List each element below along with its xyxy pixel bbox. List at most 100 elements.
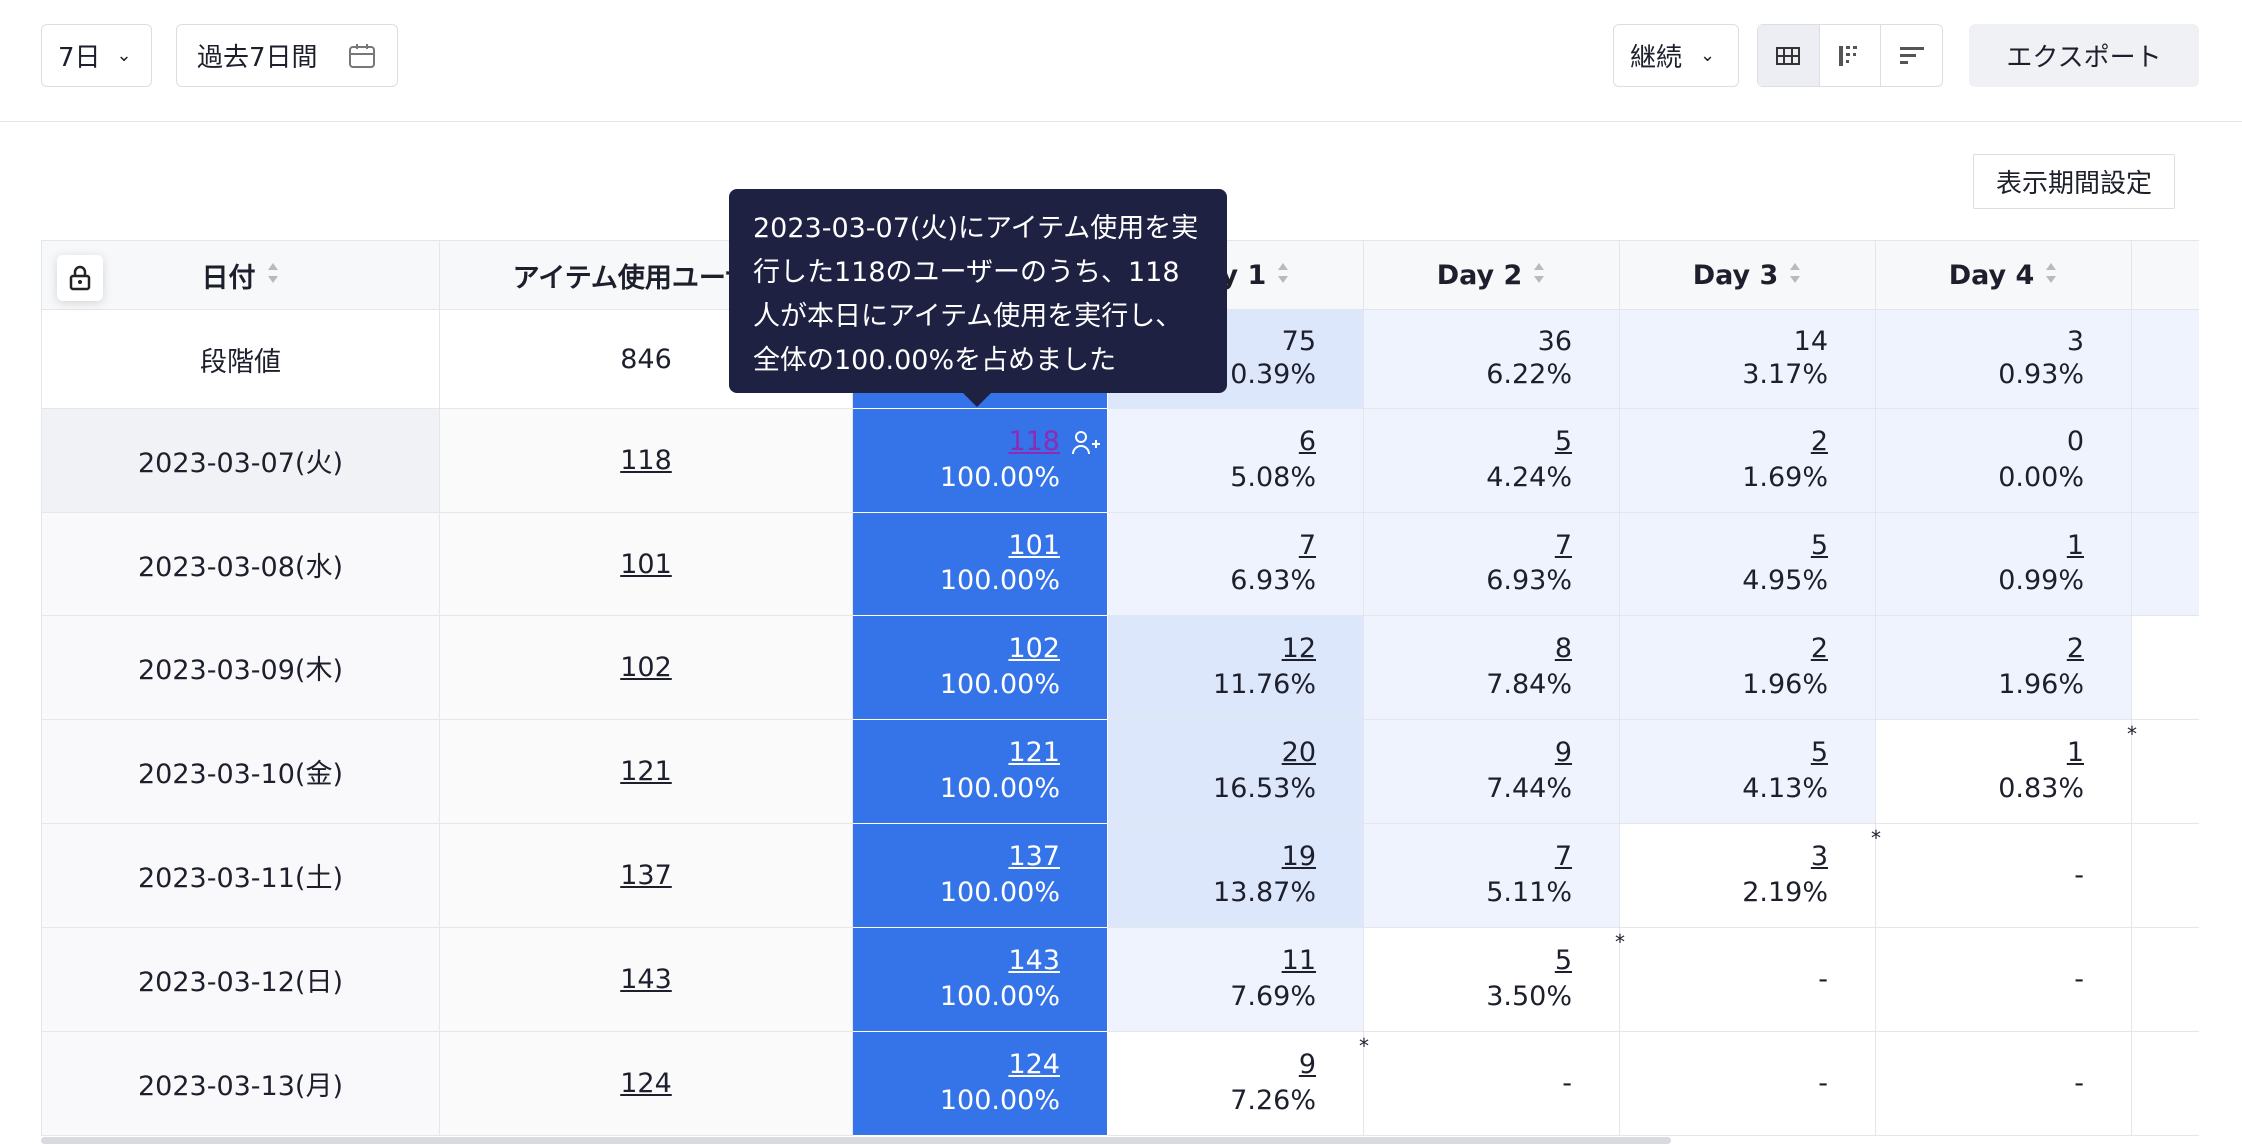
lock-button[interactable]: [57, 255, 103, 301]
count-value[interactable]: 5: [1810, 737, 1828, 769]
range-select[interactable]: 7日 ⌄: [41, 24, 152, 87]
count-value[interactable]: 118: [1008, 426, 1060, 458]
tooltip-line: 人が本日にアイテム使用を実行し、: [753, 301, 1183, 332]
users-value[interactable]: 102: [620, 652, 672, 683]
view-toggle: [1757, 24, 1943, 87]
users-cell: 121: [440, 720, 853, 824]
count-value[interactable]: 143: [1008, 945, 1060, 977]
date-text: 段階値: [200, 346, 281, 378]
percent-value: 2.19%: [1742, 876, 1828, 908]
count-value: 75: [1281, 325, 1316, 357]
percent-value: 100.00%: [939, 564, 1060, 596]
sort-icon[interactable]: [1532, 260, 1546, 291]
retention-cell: 7 6.93%: [1108, 513, 1364, 616]
count-value[interactable]: 102: [1008, 633, 1060, 665]
count-value[interactable]: 121: [1008, 737, 1060, 769]
count-value[interactable]: 6: [1298, 426, 1316, 458]
users-value[interactable]: 137: [620, 860, 672, 891]
date-cell: 2023-03-08(水): [42, 513, 440, 616]
count-value[interactable]: 2: [2066, 633, 2084, 665]
count-value[interactable]: 12: [1281, 633, 1316, 665]
count-value[interactable]: 124: [1008, 1049, 1060, 1081]
date-text: 2023-03-10(金): [138, 759, 343, 790]
percent-value: 100.00%: [939, 461, 1060, 493]
date-cell: 段階値: [42, 310, 440, 409]
date-text: 2023-03-13(月): [138, 1071, 343, 1102]
extra-cell: [2132, 310, 2199, 409]
count-value[interactable]: 8: [1554, 633, 1572, 665]
date-cell: 2023-03-13(月): [42, 1032, 440, 1136]
count-value[interactable]: 5: [1554, 945, 1572, 977]
users-value[interactable]: 121: [620, 756, 672, 787]
view-stair[interactable]: [1881, 25, 1942, 86]
retention-cell: -: [1620, 1032, 1876, 1136]
count-value[interactable]: 3: [1810, 841, 1828, 873]
retention-cell: -: [1876, 928, 2132, 1032]
retention-cell: 5 4.24%: [1364, 409, 1620, 513]
count-value[interactable]: 7: [1298, 530, 1316, 562]
count-value[interactable]: 2: [1810, 633, 1828, 665]
export-button[interactable]: エクスポート: [1969, 24, 2199, 87]
percent-value: 7.44%: [1486, 772, 1572, 804]
view-grid[interactable]: [1758, 25, 1820, 86]
count-value[interactable]: 1: [2066, 737, 2084, 769]
count-value[interactable]: 9: [1298, 1049, 1316, 1081]
sort-icon[interactable]: [1788, 260, 1802, 291]
count-value[interactable]: 5: [1810, 530, 1828, 562]
scrollbar: [41, 1137, 1671, 1144]
retention-cell: 11 7.69%: [1108, 928, 1364, 1032]
count-value[interactable]: 1: [2066, 530, 2084, 562]
date-cell: 2023-03-11(土): [42, 824, 440, 928]
retention-cell: 5 3.50% *: [1364, 928, 1625, 1032]
count-value[interactable]: 101: [1008, 530, 1060, 562]
count-value[interactable]: 5: [1554, 426, 1572, 458]
sort-icon[interactable]: [2044, 260, 2058, 291]
retention-cell: 5 4.95%: [1620, 513, 1876, 616]
period-settings-text: 表示期間設定: [1995, 169, 2152, 199]
retention-cell: 6 5.08%: [1108, 409, 1364, 513]
percent-value: 7.84%: [1486, 668, 1572, 700]
empty-value: -: [2074, 1068, 2084, 1099]
retention-cell: 14 3.17%: [1620, 310, 1876, 409]
add-user-icon[interactable]: [1071, 430, 1101, 463]
users-cell: 102: [440, 616, 853, 720]
count-value[interactable]: 137: [1008, 841, 1060, 873]
count-value[interactable]: 9: [1554, 737, 1572, 769]
tooltip-line: 行した118のユーザーのうち、118: [753, 257, 1180, 288]
retention-cell: 8 7.84%: [1364, 616, 1620, 720]
date-cell: 2023-03-12(日): [42, 928, 440, 1032]
view-triangle[interactable]: [1820, 25, 1882, 86]
retention-cell: 0 0.00%: [1876, 409, 2132, 513]
retention-cell: 2 1.96%: [1620, 616, 1876, 720]
note-mark: *: [2127, 722, 2137, 746]
retention-cell: 12 11.76%: [1108, 616, 1364, 720]
sort-icon[interactable]: [266, 260, 280, 291]
users-value[interactable]: 101: [620, 548, 672, 580]
users-cell: 137: [440, 824, 853, 928]
users-value[interactable]: 118: [620, 445, 672, 476]
count-value[interactable]: 20: [1281, 737, 1316, 769]
users-value[interactable]: 124: [620, 1068, 672, 1099]
sort-icon[interactable]: [1276, 260, 1290, 291]
count-value[interactable]: 19: [1281, 841, 1316, 873]
count-value: 0: [2066, 426, 2084, 458]
users-cell: 101: [440, 513, 853, 616]
retention-cell: 19 13.87%: [1108, 824, 1364, 928]
retention-cell: 3 0.93%: [1876, 310, 2132, 409]
users-value[interactable]: 143: [620, 964, 672, 995]
count-value[interactable]: 2: [1810, 426, 1828, 458]
mode-select[interactable]: 継続 ⌄: [1613, 24, 1739, 87]
empty-value: -: [1818, 1068, 1828, 1099]
retention-cell: -: [1876, 1032, 2132, 1136]
retention-cell: 36 6.22%: [1364, 310, 1620, 409]
count-value[interactable]: 7: [1554, 841, 1572, 873]
tooltip-line: 2023-03-07(火)にアイテム使用を実: [753, 213, 1199, 244]
period-picker[interactable]: 過去7日間: [176, 24, 398, 87]
percent-value: 0.99%: [1998, 564, 2084, 596]
retention-cell: 124 100.00%: [853, 1032, 1108, 1136]
period-settings-button[interactable]: 表示期間設定: [1973, 154, 2175, 209]
header-text: Day 4: [1948, 259, 2035, 291]
range-text: 7日: [58, 43, 101, 73]
count-value[interactable]: 7: [1554, 530, 1572, 562]
count-value[interactable]: 11: [1281, 945, 1316, 977]
